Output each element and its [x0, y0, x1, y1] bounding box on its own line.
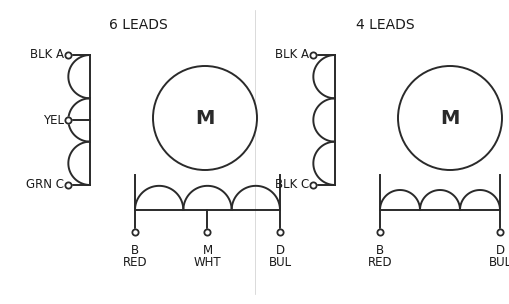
- Text: D: D: [275, 244, 284, 257]
- Text: YEL: YEL: [43, 113, 64, 126]
- Text: B: B: [131, 244, 139, 257]
- Circle shape: [397, 66, 501, 170]
- Text: BUL: BUL: [268, 256, 291, 269]
- Text: B: B: [375, 244, 383, 257]
- Text: RED: RED: [367, 256, 391, 269]
- Text: BUL: BUL: [488, 256, 509, 269]
- Text: M: M: [195, 109, 214, 127]
- Text: M: M: [439, 109, 459, 127]
- Text: D: D: [494, 244, 503, 257]
- Text: M: M: [202, 244, 212, 257]
- Text: GRN C: GRN C: [26, 178, 64, 192]
- Text: BLK A: BLK A: [30, 49, 64, 61]
- Text: 6 LEADS: 6 LEADS: [108, 18, 167, 32]
- Text: BLK C: BLK C: [274, 178, 308, 192]
- Circle shape: [153, 66, 257, 170]
- Text: BLK A: BLK A: [274, 49, 308, 61]
- Text: 4 LEADS: 4 LEADS: [355, 18, 413, 32]
- Text: WHT: WHT: [193, 256, 221, 269]
- Text: RED: RED: [123, 256, 147, 269]
